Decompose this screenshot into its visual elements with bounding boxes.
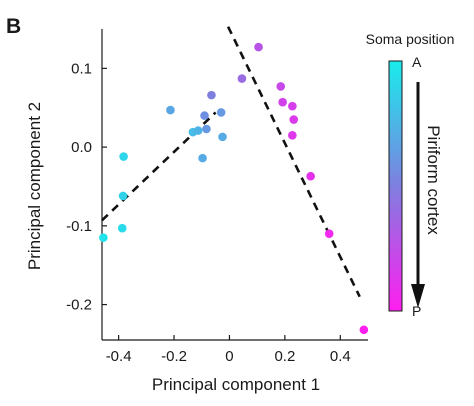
colorbar-annotation: Piriform cortex [424, 125, 443, 235]
colorbar-title: Soma position [366, 31, 455, 47]
data-point [207, 90, 216, 100]
data-point [278, 97, 287, 107]
colorbar-bottom-label: P [412, 303, 421, 319]
data-point [118, 191, 128, 201]
data-point [117, 223, 127, 233]
data-point [288, 130, 297, 140]
y-tick-label: -0.2 [66, 297, 92, 314]
colorbar: Soma position A P Piriform cortex [366, 31, 455, 319]
y-tick-label: -0.1 [66, 218, 92, 235]
x-tick-label: -0.4 [106, 348, 132, 365]
panel-label: B [6, 15, 21, 38]
x-ticks: -0.4 -0.2 0 0.2 0.4 [106, 335, 351, 365]
data-point [99, 233, 108, 242]
data-point [193, 126, 203, 135]
x-tick-label: 0 [225, 348, 233, 365]
data-point [306, 171, 315, 181]
data-point [119, 152, 128, 161]
colorbar-gradient [388, 60, 403, 312]
data-points [99, 42, 369, 335]
colorbar-arrow-icon [411, 284, 425, 308]
y-axis-title: Principal component 2 [25, 102, 44, 270]
fit-lines [101, 26, 361, 298]
y-tick-label: 0.1 [71, 60, 92, 77]
data-point [288, 101, 297, 111]
fit-line-2 [226, 26, 361, 298]
data-point [237, 74, 247, 83]
data-point [216, 108, 226, 117]
data-point [254, 42, 263, 52]
x-tick-label: 0.2 [274, 348, 295, 365]
data-point [276, 82, 286, 91]
y-ticks: 0.1 0.0 -0.1 -0.2 [66, 60, 107, 314]
data-point [218, 132, 227, 142]
data-point [289, 115, 299, 124]
data-point [324, 229, 334, 239]
x-tick-label: -0.2 [161, 348, 187, 365]
x-axis-title: Principal component 1 [152, 375, 320, 394]
data-point [200, 111, 209, 120]
plot-area: -0.4 -0.2 0 0.2 0.4 0.1 0.0 -0.1 -0.2 [66, 26, 369, 365]
data-point [198, 153, 207, 163]
x-tick-label: 0.4 [330, 348, 351, 365]
colorbar-top-label: A [412, 54, 422, 70]
data-point [202, 124, 211, 134]
data-point [166, 105, 175, 115]
y-tick-label: 0.0 [71, 139, 92, 156]
data-point [359, 325, 369, 335]
